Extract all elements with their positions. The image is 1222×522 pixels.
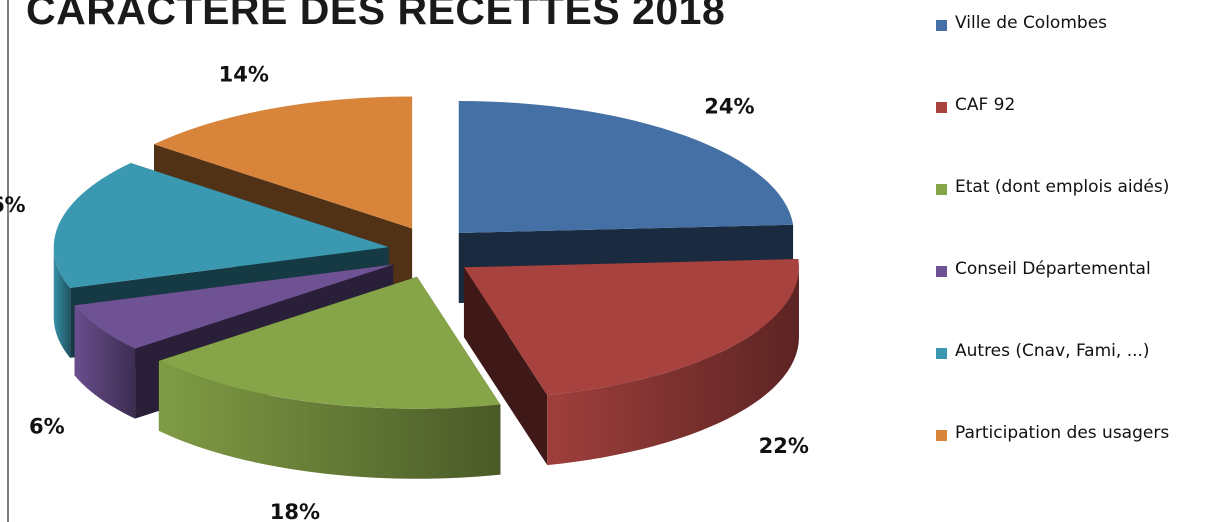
data-label-autres-cnav-fami: 16% — [0, 193, 26, 217]
slice-top-caf-92 — [463, 259, 799, 396]
legend-label: Autres (Cnav, Fami, ...) — [955, 341, 1150, 361]
legend-label: CAF 92 — [955, 95, 1016, 115]
legend-item-etat-dont-emplois-aides: Etat (dont emplois aidés) — [936, 172, 1169, 254]
legend-label: Participation des usagers — [955, 423, 1170, 443]
legend-swatch — [936, 20, 947, 31]
legend-item-autres-cnav-fami: Autres (Cnav, Fami, ...) — [936, 336, 1169, 418]
legend-swatch — [936, 348, 947, 359]
data-label-participation-des-usagers: 14% — [219, 63, 269, 87]
data-label-ville-de-colombes: 24% — [704, 94, 754, 118]
slice-side-caf-92 — [547, 267, 799, 466]
legend-swatch — [936, 102, 947, 113]
data-label-conseil-departemental: 6% — [29, 415, 65, 439]
legend-item-caf-92: CAF 92 — [936, 90, 1169, 172]
slice-side-conseil-departemental — [74, 305, 136, 419]
slice-wall-conseil-departemental — [74, 264, 394, 376]
legend-label: Conseil Départemental — [955, 259, 1151, 279]
slice-side-etat-dont-emplois-aides — [158, 360, 501, 479]
slice-side-autres-cnav-fami — [53, 247, 71, 358]
slice-top-autres-cnav-fami — [53, 162, 389, 288]
legend-swatch — [936, 184, 947, 195]
slice-top-participation-des-usagers — [153, 96, 413, 229]
slice-top-conseil-departemental — [74, 264, 394, 349]
chart-legend: Ville de Colombes CAF 92 Etat (dont emploi… — [936, 8, 1169, 500]
legend-swatch — [936, 430, 947, 441]
frame-border — [7, 0, 9, 522]
legend-item-conseil-departemental: Conseil Départemental — [936, 254, 1169, 336]
slice-top-ville-de-colombes — [458, 101, 794, 234]
pie-chart: 24% 22% 18% 6% 16% 14% — [0, 63, 809, 522]
data-label-caf-92: 22% — [759, 434, 809, 458]
slice-caf-92 — [463, 259, 799, 466]
chart-title: CARACTERE DES RECETTES 2018 — [26, 0, 726, 33]
slice-etat-dont-emplois-aides — [158, 276, 501, 479]
legend-swatch — [936, 266, 947, 277]
slice-wall-caf-92 — [463, 267, 548, 466]
legend-item-ville-de-colombes: Ville de Colombes — [936, 8, 1169, 90]
slice-top-etat-dont-emplois-aides — [158, 276, 501, 409]
legend-item-participation-des-usagers: Participation des usagers — [936, 418, 1169, 500]
legend-label: Etat (dont emplois aidés) — [955, 177, 1170, 197]
legend-label: Ville de Colombes — [955, 13, 1108, 33]
data-label-etat-dont-emplois-aides: 18% — [270, 500, 320, 522]
